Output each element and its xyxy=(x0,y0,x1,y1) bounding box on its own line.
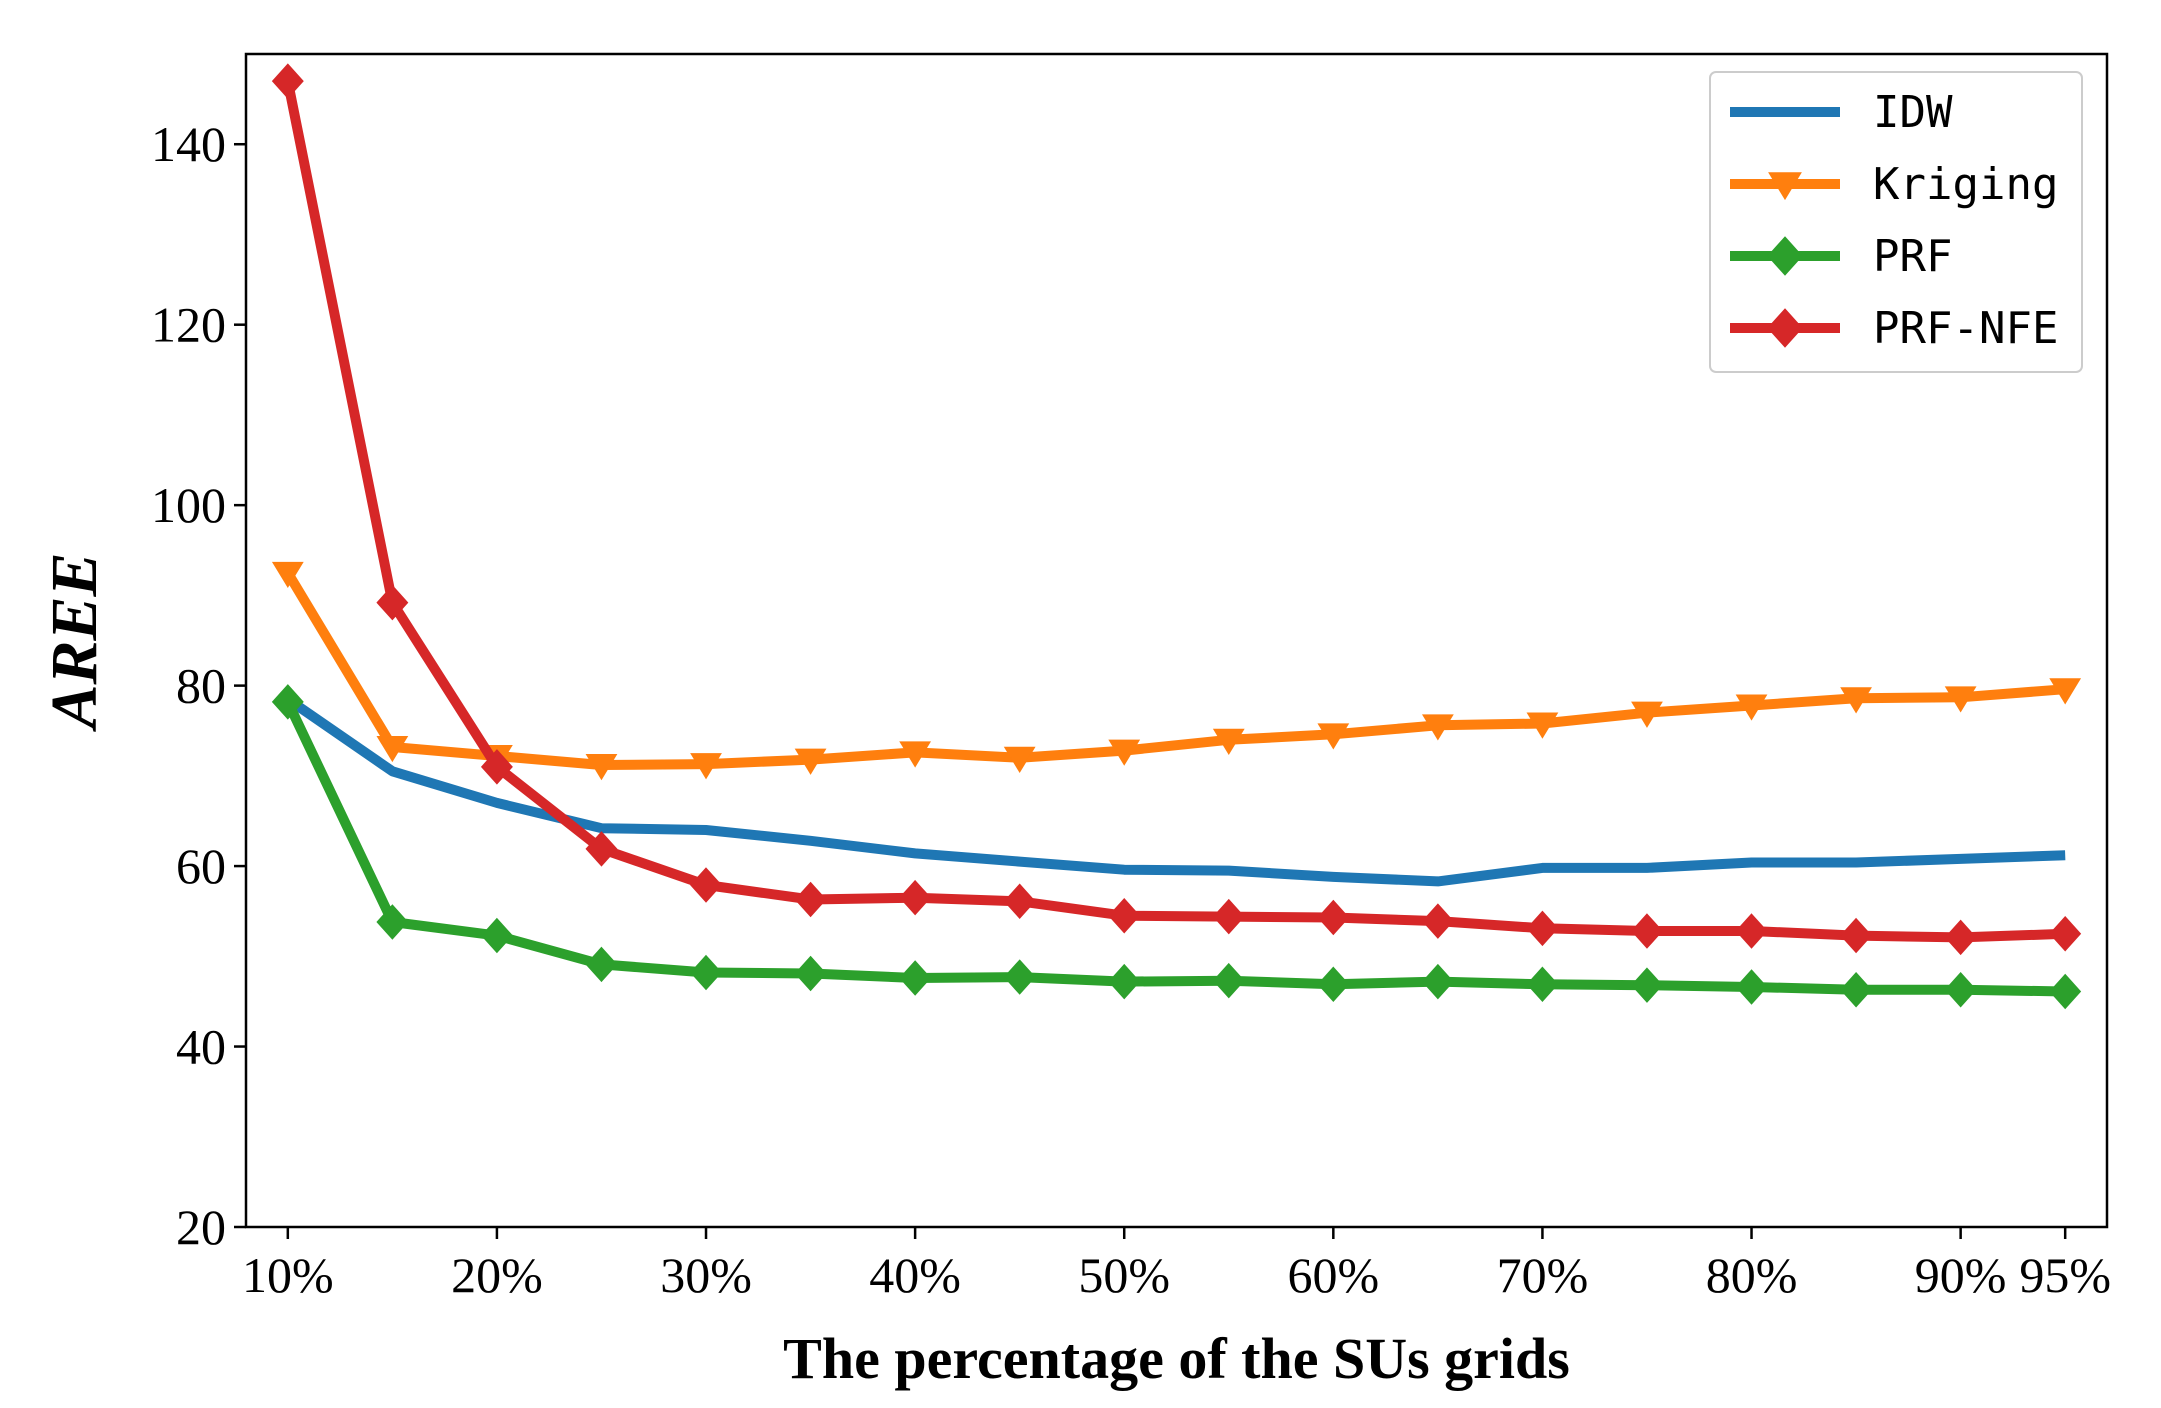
axis-ticks: 20 40 60 80 100 120 140 10% 20% 30% 40% 50% 60% 70% 80… xyxy=(151,116,2111,1303)
data-point-kriging xyxy=(1212,728,1245,755)
plot-frame xyxy=(244,52,2109,1229)
data-point-prf xyxy=(1526,966,1559,1003)
data-point-prf-nfe xyxy=(1944,919,1977,956)
y-tick-label: 60 xyxy=(176,838,226,894)
x-tick-label: 40% xyxy=(869,1247,961,1303)
data-point-prf-nfe xyxy=(899,879,932,916)
data-point-prf xyxy=(1108,963,1141,1000)
data-point-kriging xyxy=(1735,694,1768,721)
data-point-prf-nfe xyxy=(480,749,513,785)
data-point-prf-nfe xyxy=(690,867,722,903)
data-point-prf xyxy=(1212,962,1245,999)
x-tick-label: 90% xyxy=(1915,1247,2007,1303)
data-point-prf-nfe xyxy=(1526,910,1559,947)
series-line-prf-nfe xyxy=(282,80,2066,943)
data-point-prf-nfe xyxy=(1421,903,1454,939)
series-kriging xyxy=(271,561,2082,781)
data-point-prf-nfe xyxy=(1840,917,1873,954)
plot-content xyxy=(271,63,2082,1010)
data-point-kriging xyxy=(794,748,827,775)
legend-item-prf-nfe: PRF-NFE xyxy=(1730,303,2058,354)
data-point-kriging xyxy=(271,561,304,589)
data-point-prf xyxy=(1944,971,1977,1008)
legend-label: PRF xyxy=(1873,231,1952,282)
data-point-kriging xyxy=(1526,712,1559,739)
legend-label: Kriging xyxy=(1873,159,2058,210)
data-point-prf-nfe xyxy=(1003,883,1036,920)
legend-marker xyxy=(1768,172,1802,201)
y-axis-label: AREE xyxy=(38,552,111,732)
x-tick-label: 80% xyxy=(1706,1247,1798,1303)
x-tick-label: 10% xyxy=(242,1247,334,1303)
data-point-prf xyxy=(1003,959,1036,995)
data-point-prf xyxy=(585,946,618,983)
y-tick-label: 100 xyxy=(151,477,226,533)
data-point-kriging xyxy=(2049,678,2082,705)
data-point-kriging xyxy=(585,754,618,781)
data-point-kriging xyxy=(1631,701,1663,728)
legend-marker xyxy=(1767,308,1803,348)
x-tick-label: 60% xyxy=(1287,1247,1379,1303)
data-point-prf-nfe xyxy=(794,881,827,918)
legend: IDW Kriging PRF PRF-NFE xyxy=(1709,71,2083,373)
data-point-prf xyxy=(794,955,827,992)
x-tick-label: 70% xyxy=(1497,1247,1589,1303)
data-point-prf xyxy=(480,917,513,954)
series-line-kriging xyxy=(283,570,2066,770)
data-point-prf xyxy=(376,904,409,940)
legend-item-idw: IDW xyxy=(1730,87,1953,138)
series-prf-nfe xyxy=(271,63,2082,956)
x-tick-label: 95% xyxy=(2019,1247,2111,1303)
x-tick-label: 50% xyxy=(1078,1247,1170,1303)
data-point-prf xyxy=(1631,967,1663,1003)
data-point-prf-nfe xyxy=(1735,913,1768,949)
data-point-prf xyxy=(1421,963,1454,1000)
series-line-idw xyxy=(284,694,2066,887)
data-point-prf-nfe xyxy=(2049,916,2082,952)
y-tick-label: 40 xyxy=(176,1019,226,1075)
data-point-prf-nfe xyxy=(1108,897,1141,934)
x-tick-label: 30% xyxy=(660,1247,752,1303)
data-point-prf xyxy=(1840,971,1873,1008)
data-point-prf-nfe xyxy=(1631,913,1663,949)
series-idw xyxy=(284,694,2066,887)
legend-box xyxy=(1709,71,2083,373)
x-axis-label: The percentage of the SUs grids xyxy=(783,1326,1570,1391)
data-point-prf xyxy=(271,684,304,720)
data-point-prf-nfe xyxy=(376,584,409,621)
legend-item-prf: PRF xyxy=(1730,231,1952,282)
y-tick-label: 20 xyxy=(176,1199,226,1255)
legend-marker xyxy=(1767,236,1803,276)
series-prf xyxy=(271,684,2082,1010)
data-point-kriging xyxy=(690,753,722,780)
y-tick-label: 120 xyxy=(151,297,226,353)
legend-label: PRF-NFE xyxy=(1873,303,2058,354)
data-point-prf-nfe xyxy=(1212,898,1245,935)
x-tick-label: 20% xyxy=(451,1247,543,1303)
data-point-prf-nfe xyxy=(1317,899,1350,936)
y-tick-label: 140 xyxy=(151,116,226,172)
data-point-kriging xyxy=(376,735,409,763)
data-point-kriging xyxy=(1108,739,1141,766)
data-point-prf-nfe xyxy=(585,831,618,867)
y-tick-label: 80 xyxy=(176,658,226,714)
data-point-prf-nfe xyxy=(271,63,304,99)
data-point-kriging xyxy=(899,741,932,768)
data-point-kriging xyxy=(1317,723,1350,750)
series-line-prf xyxy=(283,699,2066,997)
data-point-kriging xyxy=(1840,687,1872,714)
data-point-prf xyxy=(899,960,932,996)
legend-label: IDW xyxy=(1873,87,1953,138)
data-point-prf xyxy=(1735,969,1768,1005)
data-point-kriging xyxy=(1944,686,1977,713)
data-point-prf xyxy=(2049,973,2082,1010)
data-point-kriging xyxy=(1421,714,1454,741)
legend-item-kriging: Kriging xyxy=(1730,159,2058,210)
data-point-kriging xyxy=(1003,746,1036,774)
data-point-prf xyxy=(690,954,722,991)
data-point-prf xyxy=(1317,966,1350,1003)
